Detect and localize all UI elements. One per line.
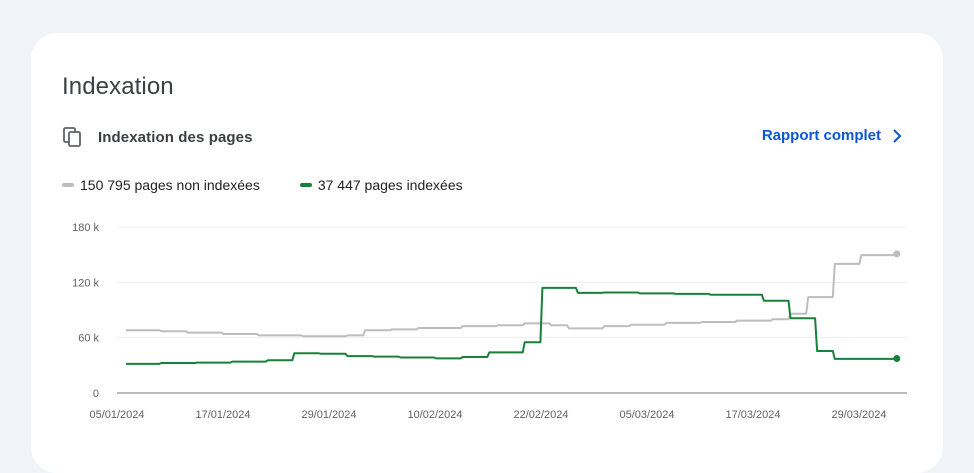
indexation-chart: 0 60 k 120 k 180 k 05/01/2024 17/01/2024 29/01…	[72, 222, 907, 421]
indexation-card: Indexation Indexation des pages Rapport …	[31, 33, 943, 473]
legend-dash-icon	[62, 183, 74, 187]
x-tick-label: 17/01/2024	[195, 409, 250, 421]
legend-dash-icon	[299, 183, 312, 187]
chevron-right-icon	[893, 128, 902, 143]
series-line-0	[126, 253, 898, 338]
x-tick-label: 17/03/2024	[725, 409, 780, 421]
x-tick-label: 05/01/2024	[89, 409, 144, 421]
x-tick-label: 05/03/2024	[619, 409, 674, 421]
legend-item-indexed[interactable]: 37 447 pages indexées	[299, 177, 463, 193]
full-report-link-label: Rapport complet	[761, 127, 881, 144]
series-end-point-1	[893, 354, 901, 362]
x-tick-label: 10/02/2024	[407, 409, 462, 421]
y-tick-label: 60 k	[78, 333, 99, 345]
legend-item-non-indexed[interactable]: 150 795 pages non indexées	[62, 177, 260, 193]
y-tick-label: 120 k	[72, 277, 99, 289]
x-tick-label: 29/01/2024	[301, 409, 356, 421]
section-label: Indexation des pages	[98, 129, 253, 146]
legend-label-indexed: 37 447 pages indexées	[317, 177, 463, 193]
card-title: Indexation	[62, 73, 174, 100]
x-tick-label: 29/03/2024	[831, 409, 886, 421]
series-line-1	[126, 286, 897, 365]
y-tick-label: 0	[93, 388, 99, 400]
full-report-link[interactable]: Rapport complet	[762, 127, 903, 144]
chart-legend: 150 795 pages non indexées 37 447 pages …	[62, 177, 463, 193]
x-tick-label: 22/02/2024	[513, 409, 568, 421]
legend-label-non-indexed: 150 795 pages non indexées	[80, 177, 260, 193]
series-end-point-0	[893, 250, 901, 258]
pages-copy-icon	[63, 127, 81, 147]
y-tick-label: 180 k	[72, 222, 99, 234]
